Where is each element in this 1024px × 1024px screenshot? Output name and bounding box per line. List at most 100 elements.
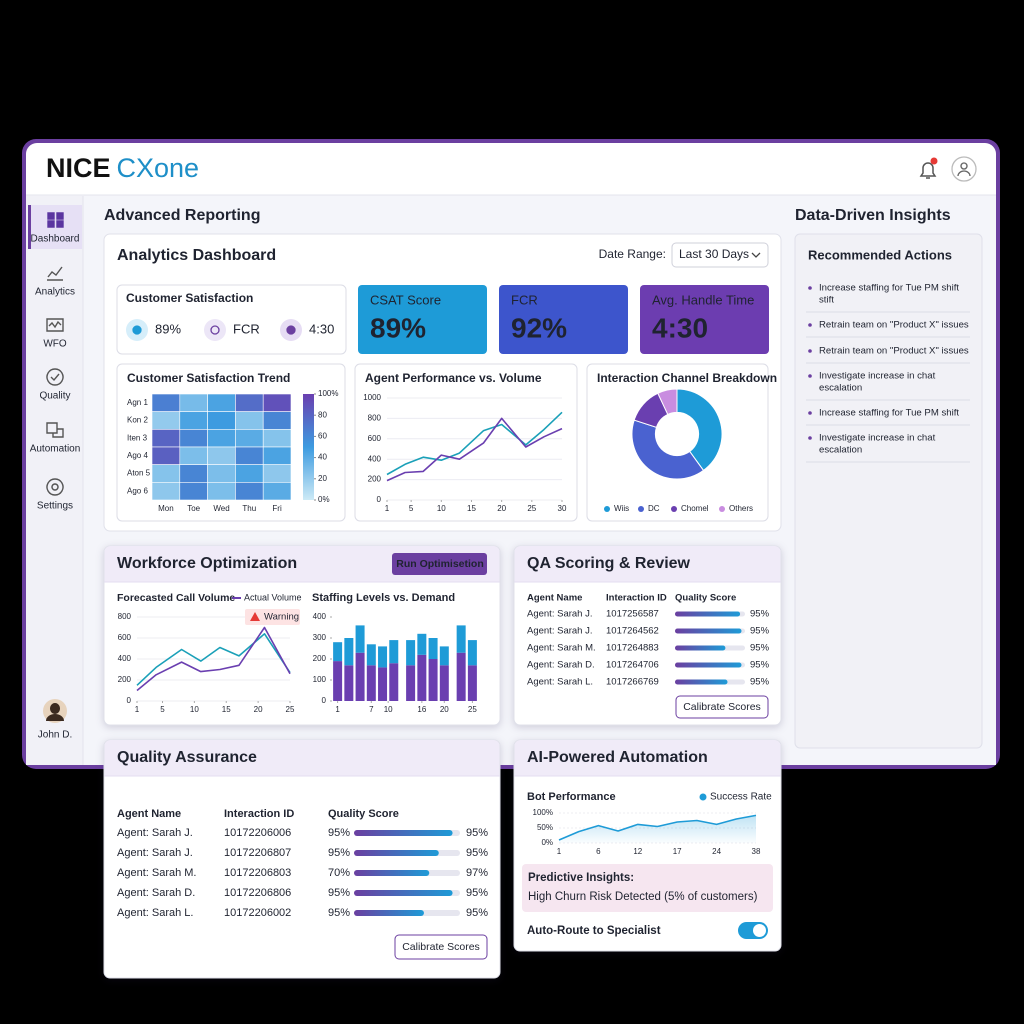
notification-bell[interactable] <box>919 162 937 179</box>
y-tick-label: 600 <box>368 434 382 443</box>
bar-segment <box>467 640 477 666</box>
action-item[interactable]: escalation <box>819 445 862 456</box>
kpi-value: 89% <box>370 312 426 343</box>
column-header: Quality Score <box>328 808 399 820</box>
heatmap-cell <box>235 446 264 465</box>
x-tick-label: 16 <box>417 705 426 714</box>
action-item[interactable]: Increase staffing for Tue PM shift <box>819 408 959 419</box>
action-item[interactable]: Investigate increase in chat <box>819 371 936 382</box>
nav-label[interactable]: Quality <box>39 391 70 402</box>
action-item[interactable]: Retrain team on "Product X" issues <box>819 320 969 331</box>
cell-agent: Agent: Sarah M. <box>527 643 596 654</box>
cell-agent: Agent: Sarah J. <box>527 626 592 637</box>
action-item[interactable]: Investigate increase in chat <box>819 433 936 444</box>
legend-label: Others <box>729 504 753 513</box>
column-header: Interaction ID <box>224 808 294 820</box>
bullet <box>808 349 812 353</box>
colorbar-label: 60 <box>318 432 327 441</box>
bar-segment <box>378 646 388 668</box>
nav-label[interactable]: Automation <box>30 444 81 455</box>
heatmap-cell <box>151 393 181 412</box>
cell-score: 95% <box>750 609 770 620</box>
run-button-label[interactable]: Run Optimisetion <box>396 558 484 570</box>
y-tick-label: 100% <box>533 808 553 817</box>
bar-segment <box>389 640 399 664</box>
legend-label: DC <box>648 504 660 513</box>
kpi-label: FCR <box>511 292 538 307</box>
cell-id: 10172206803 <box>224 867 291 879</box>
pie-slice <box>676 388 723 472</box>
kpi-label: CSAT Score <box>370 292 441 307</box>
x-tick-label: 1 <box>135 705 140 714</box>
x-tick-label: 25 <box>468 705 477 714</box>
nav-label[interactable]: Analytics <box>35 287 75 298</box>
cell-id: 1017266769 <box>606 677 659 688</box>
calibrate-button[interactable] <box>394 934 488 960</box>
card-header <box>514 740 781 776</box>
heatmap-cell <box>235 464 264 483</box>
kpi-label: Avg. Handle Time <box>652 292 754 307</box>
heatmap-col-label: Wed <box>213 504 229 513</box>
calibrate-button[interactable] <box>675 695 769 719</box>
heatmap-col-label: Mon <box>158 504 174 513</box>
y-tick-label: 50% <box>537 823 553 832</box>
nav-active-bg <box>28 205 82 249</box>
x-tick-label: 1 <box>385 504 390 513</box>
score-bar <box>354 910 424 916</box>
score-bar <box>675 628 742 634</box>
nav-label[interactable]: Settings <box>37 501 73 512</box>
kpi-tile <box>640 285 769 354</box>
heatmap-cell <box>207 429 236 448</box>
y-tick-label: 0 <box>127 696 132 705</box>
x-tick-label: 17 <box>673 847 682 856</box>
action-item[interactable]: stift <box>819 295 834 306</box>
cell-agent: Agent: Sarah J. <box>527 609 592 620</box>
panel-title: Workforce Optimization <box>117 555 297 572</box>
cell-id: 10172206807 <box>224 847 291 859</box>
legend-swatch <box>699 793 707 801</box>
nav-icon[interactable] <box>46 478 64 496</box>
run-button[interactable] <box>392 553 487 575</box>
bar-segment <box>439 646 449 666</box>
cell-id: 1017264883 <box>606 643 659 654</box>
nav-icon[interactable] <box>46 368 64 386</box>
heatmap-cell <box>262 482 292 501</box>
heatmap-row-label: Ago 4 <box>127 451 148 460</box>
bar-segment <box>406 640 416 666</box>
nav-label[interactable]: Dashboard <box>31 234 80 245</box>
nav-icon[interactable] <box>46 318 64 332</box>
logo-light: CXone <box>117 153 200 183</box>
toggle-label: Auto-Route to Specialist <box>527 925 661 937</box>
kpi-tile <box>358 285 487 354</box>
nav-label[interactable]: WFO <box>43 339 67 350</box>
heatmap-cell <box>235 411 264 430</box>
action-item[interactable]: Increase staffing for Tue PM shift <box>819 283 959 294</box>
warning-icon <box>250 612 260 621</box>
y-tick-label: 200 <box>118 675 132 684</box>
cell-agent: Agent: Sarah L. <box>117 907 193 919</box>
sidebar <box>26 196 83 765</box>
bar-segment <box>456 652 466 701</box>
nav-icon[interactable] <box>47 212 64 228</box>
x-tick-label: 6 <box>596 847 601 856</box>
line-area <box>559 815 756 843</box>
x-tick-label: 24 <box>712 847 721 856</box>
x-tick-label: 1 <box>335 705 340 714</box>
date-range-select[interactable] <box>671 242 769 268</box>
insight-box <box>522 864 773 912</box>
cell-id: 1017264706 <box>606 660 659 671</box>
line-series <box>558 814 757 841</box>
heatmap-cell <box>235 429 264 448</box>
colorbar-label: 20 <box>318 474 327 483</box>
calibrate-button-label[interactable]: Calibrate Scores <box>683 701 761 713</box>
warning-label: Warning <box>264 612 299 623</box>
calibrate-button-label[interactable]: Calibrate Scores <box>402 941 480 953</box>
cell-agent: Agent: Sarah J. <box>117 847 193 859</box>
action-item[interactable]: escalation <box>819 383 862 394</box>
nav-icon[interactable] <box>46 422 64 438</box>
bar-segment <box>378 667 388 701</box>
action-item[interactable]: Retrain team on "Product X" issues <box>819 346 969 357</box>
x-tick-label: 38 <box>752 847 761 856</box>
score-bar <box>354 850 439 856</box>
nav-icon[interactable] <box>47 266 63 281</box>
